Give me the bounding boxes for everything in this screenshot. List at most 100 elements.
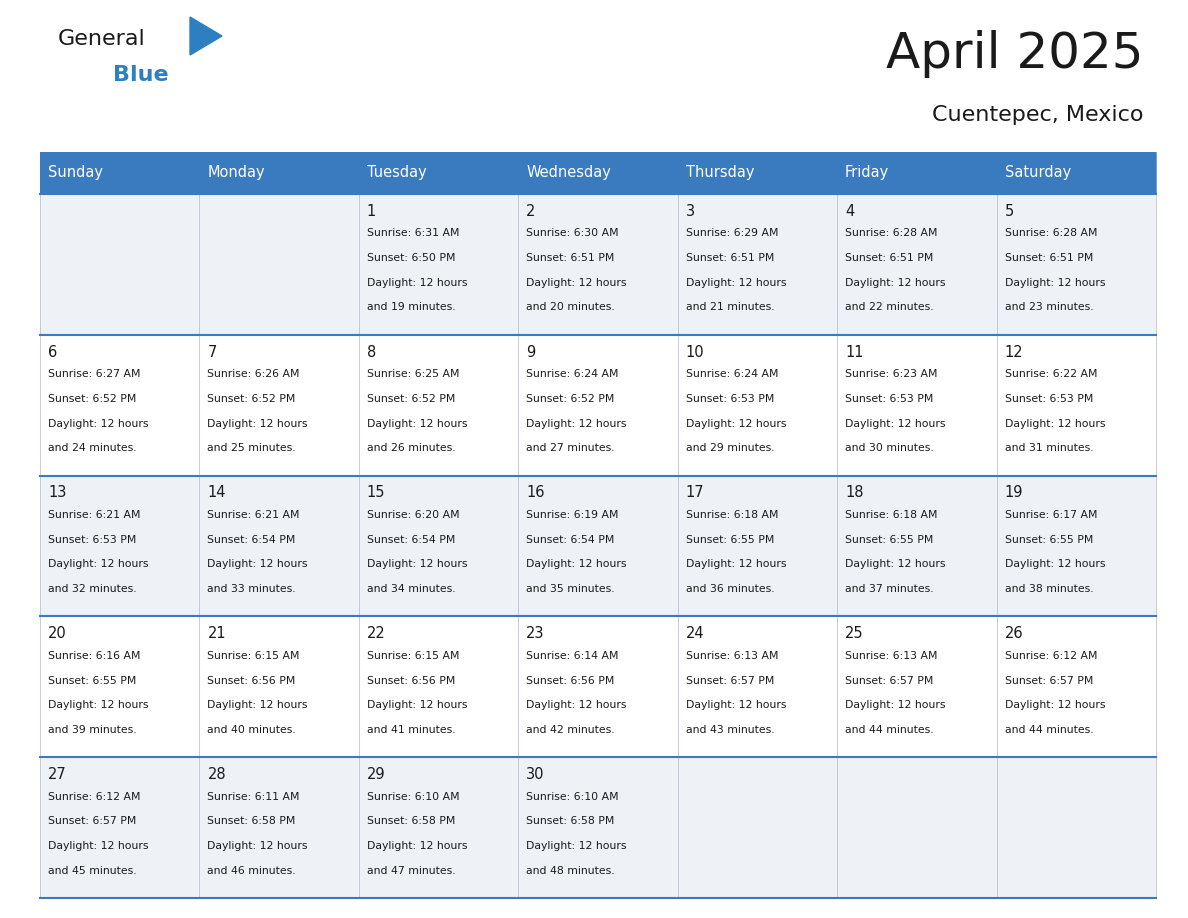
Text: 9: 9 <box>526 344 536 360</box>
Text: and 39 minutes.: and 39 minutes. <box>48 725 137 734</box>
Text: Daylight: 12 hours: Daylight: 12 hours <box>526 419 627 429</box>
Text: Sunrise: 6:24 AM: Sunrise: 6:24 AM <box>685 369 778 379</box>
Text: 15: 15 <box>367 486 385 500</box>
Text: Sunset: 6:58 PM: Sunset: 6:58 PM <box>208 816 296 826</box>
Text: 16: 16 <box>526 486 545 500</box>
Text: Daylight: 12 hours: Daylight: 12 hours <box>1005 419 1105 429</box>
Text: Sunrise: 6:24 AM: Sunrise: 6:24 AM <box>526 369 619 379</box>
Text: Sunset: 6:57 PM: Sunset: 6:57 PM <box>48 816 137 826</box>
Text: 20: 20 <box>48 626 67 642</box>
Text: 13: 13 <box>48 486 67 500</box>
Text: 8: 8 <box>367 344 377 360</box>
Text: and 33 minutes.: and 33 minutes. <box>208 584 296 594</box>
Text: 2: 2 <box>526 204 536 218</box>
Text: Sunset: 6:51 PM: Sunset: 6:51 PM <box>845 253 934 263</box>
Text: and 48 minutes.: and 48 minutes. <box>526 866 615 876</box>
Text: and 21 minutes.: and 21 minutes. <box>685 302 775 312</box>
Text: Sunrise: 6:10 AM: Sunrise: 6:10 AM <box>526 791 619 801</box>
Bar <box>40 335 1156 476</box>
Text: Sunrise: 6:26 AM: Sunrise: 6:26 AM <box>208 369 299 379</box>
Text: Saturday: Saturday <box>1005 165 1070 181</box>
Text: and 35 minutes.: and 35 minutes. <box>526 584 615 594</box>
Text: Daylight: 12 hours: Daylight: 12 hours <box>526 559 627 569</box>
Text: Monday: Monday <box>208 165 265 181</box>
Text: Sunset: 6:51 PM: Sunset: 6:51 PM <box>1005 253 1093 263</box>
Text: Sunrise: 6:21 AM: Sunrise: 6:21 AM <box>208 510 299 521</box>
Bar <box>40 152 200 194</box>
Text: Daylight: 12 hours: Daylight: 12 hours <box>367 278 467 287</box>
Text: Daylight: 12 hours: Daylight: 12 hours <box>367 841 467 851</box>
Text: Daylight: 12 hours: Daylight: 12 hours <box>845 559 946 569</box>
Text: 17: 17 <box>685 486 704 500</box>
Text: and 30 minutes.: and 30 minutes. <box>845 443 934 453</box>
Text: Sunrise: 6:15 AM: Sunrise: 6:15 AM <box>208 651 299 661</box>
Text: 27: 27 <box>48 767 67 782</box>
Text: Sunrise: 6:27 AM: Sunrise: 6:27 AM <box>48 369 140 379</box>
Text: Sunrise: 6:13 AM: Sunrise: 6:13 AM <box>845 651 937 661</box>
Text: Sunrise: 6:25 AM: Sunrise: 6:25 AM <box>367 369 460 379</box>
Text: and 25 minutes.: and 25 minutes. <box>208 443 296 453</box>
Text: Sunset: 6:56 PM: Sunset: 6:56 PM <box>208 676 296 686</box>
Text: Sunrise: 6:22 AM: Sunrise: 6:22 AM <box>1005 369 1097 379</box>
Text: Sunrise: 6:31 AM: Sunrise: 6:31 AM <box>367 229 460 239</box>
Text: Sunset: 6:57 PM: Sunset: 6:57 PM <box>685 676 775 686</box>
Bar <box>997 152 1156 194</box>
Text: Sunrise: 6:23 AM: Sunrise: 6:23 AM <box>845 369 937 379</box>
Text: Sunrise: 6:10 AM: Sunrise: 6:10 AM <box>367 791 460 801</box>
Text: Sunset: 6:51 PM: Sunset: 6:51 PM <box>526 253 614 263</box>
Text: Friday: Friday <box>845 165 890 181</box>
Text: Sunset: 6:52 PM: Sunset: 6:52 PM <box>526 394 614 404</box>
Text: 28: 28 <box>208 767 226 782</box>
Text: Daylight: 12 hours: Daylight: 12 hours <box>685 700 786 711</box>
Text: and 47 minutes.: and 47 minutes. <box>367 866 455 876</box>
Bar <box>40 194 1156 335</box>
Text: 6: 6 <box>48 344 57 360</box>
Text: Wednesday: Wednesday <box>526 165 611 181</box>
Text: Sunrise: 6:11 AM: Sunrise: 6:11 AM <box>208 791 299 801</box>
Text: and 34 minutes.: and 34 minutes. <box>367 584 455 594</box>
Text: Sunrise: 6:20 AM: Sunrise: 6:20 AM <box>367 510 460 521</box>
Text: Sunrise: 6:18 AM: Sunrise: 6:18 AM <box>845 510 937 521</box>
Text: Sunset: 6:53 PM: Sunset: 6:53 PM <box>48 535 137 544</box>
Text: Sunset: 6:53 PM: Sunset: 6:53 PM <box>1005 394 1093 404</box>
Text: Daylight: 12 hours: Daylight: 12 hours <box>685 278 786 287</box>
Text: Sunrise: 6:17 AM: Sunrise: 6:17 AM <box>1005 510 1097 521</box>
Polygon shape <box>190 17 222 55</box>
Text: and 38 minutes.: and 38 minutes. <box>1005 584 1093 594</box>
Text: Sunset: 6:52 PM: Sunset: 6:52 PM <box>208 394 296 404</box>
Text: Sunset: 6:57 PM: Sunset: 6:57 PM <box>845 676 934 686</box>
Bar <box>677 152 838 194</box>
Bar <box>40 476 1156 616</box>
Text: Sunset: 6:56 PM: Sunset: 6:56 PM <box>526 676 614 686</box>
Text: Sunset: 6:54 PM: Sunset: 6:54 PM <box>367 535 455 544</box>
Bar <box>200 152 359 194</box>
Text: Sunset: 6:57 PM: Sunset: 6:57 PM <box>1005 676 1093 686</box>
Text: and 45 minutes.: and 45 minutes. <box>48 866 137 876</box>
Text: 29: 29 <box>367 767 385 782</box>
Text: 12: 12 <box>1005 344 1023 360</box>
Text: Sunset: 6:53 PM: Sunset: 6:53 PM <box>685 394 775 404</box>
Text: Daylight: 12 hours: Daylight: 12 hours <box>367 419 467 429</box>
Text: Daylight: 12 hours: Daylight: 12 hours <box>208 559 308 569</box>
Text: Sunrise: 6:18 AM: Sunrise: 6:18 AM <box>685 510 778 521</box>
Text: 18: 18 <box>845 486 864 500</box>
Text: Sunset: 6:54 PM: Sunset: 6:54 PM <box>526 535 614 544</box>
Text: 5: 5 <box>1005 204 1013 218</box>
Text: Blue: Blue <box>113 65 169 85</box>
Text: Daylight: 12 hours: Daylight: 12 hours <box>526 278 627 287</box>
Text: Sunset: 6:52 PM: Sunset: 6:52 PM <box>48 394 137 404</box>
Text: Sunset: 6:56 PM: Sunset: 6:56 PM <box>367 676 455 686</box>
Text: Daylight: 12 hours: Daylight: 12 hours <box>526 700 627 711</box>
Text: Sunset: 6:55 PM: Sunset: 6:55 PM <box>685 535 775 544</box>
Text: and 26 minutes.: and 26 minutes. <box>367 443 455 453</box>
Text: Sunset: 6:58 PM: Sunset: 6:58 PM <box>367 816 455 826</box>
Text: and 27 minutes.: and 27 minutes. <box>526 443 615 453</box>
Text: April 2025: April 2025 <box>885 30 1143 78</box>
Text: 10: 10 <box>685 344 704 360</box>
Text: and 46 minutes.: and 46 minutes. <box>208 866 296 876</box>
Text: 7: 7 <box>208 344 216 360</box>
Text: and 23 minutes.: and 23 minutes. <box>1005 302 1093 312</box>
Text: Daylight: 12 hours: Daylight: 12 hours <box>48 559 148 569</box>
Text: Daylight: 12 hours: Daylight: 12 hours <box>1005 700 1105 711</box>
Text: Sunset: 6:54 PM: Sunset: 6:54 PM <box>208 535 296 544</box>
